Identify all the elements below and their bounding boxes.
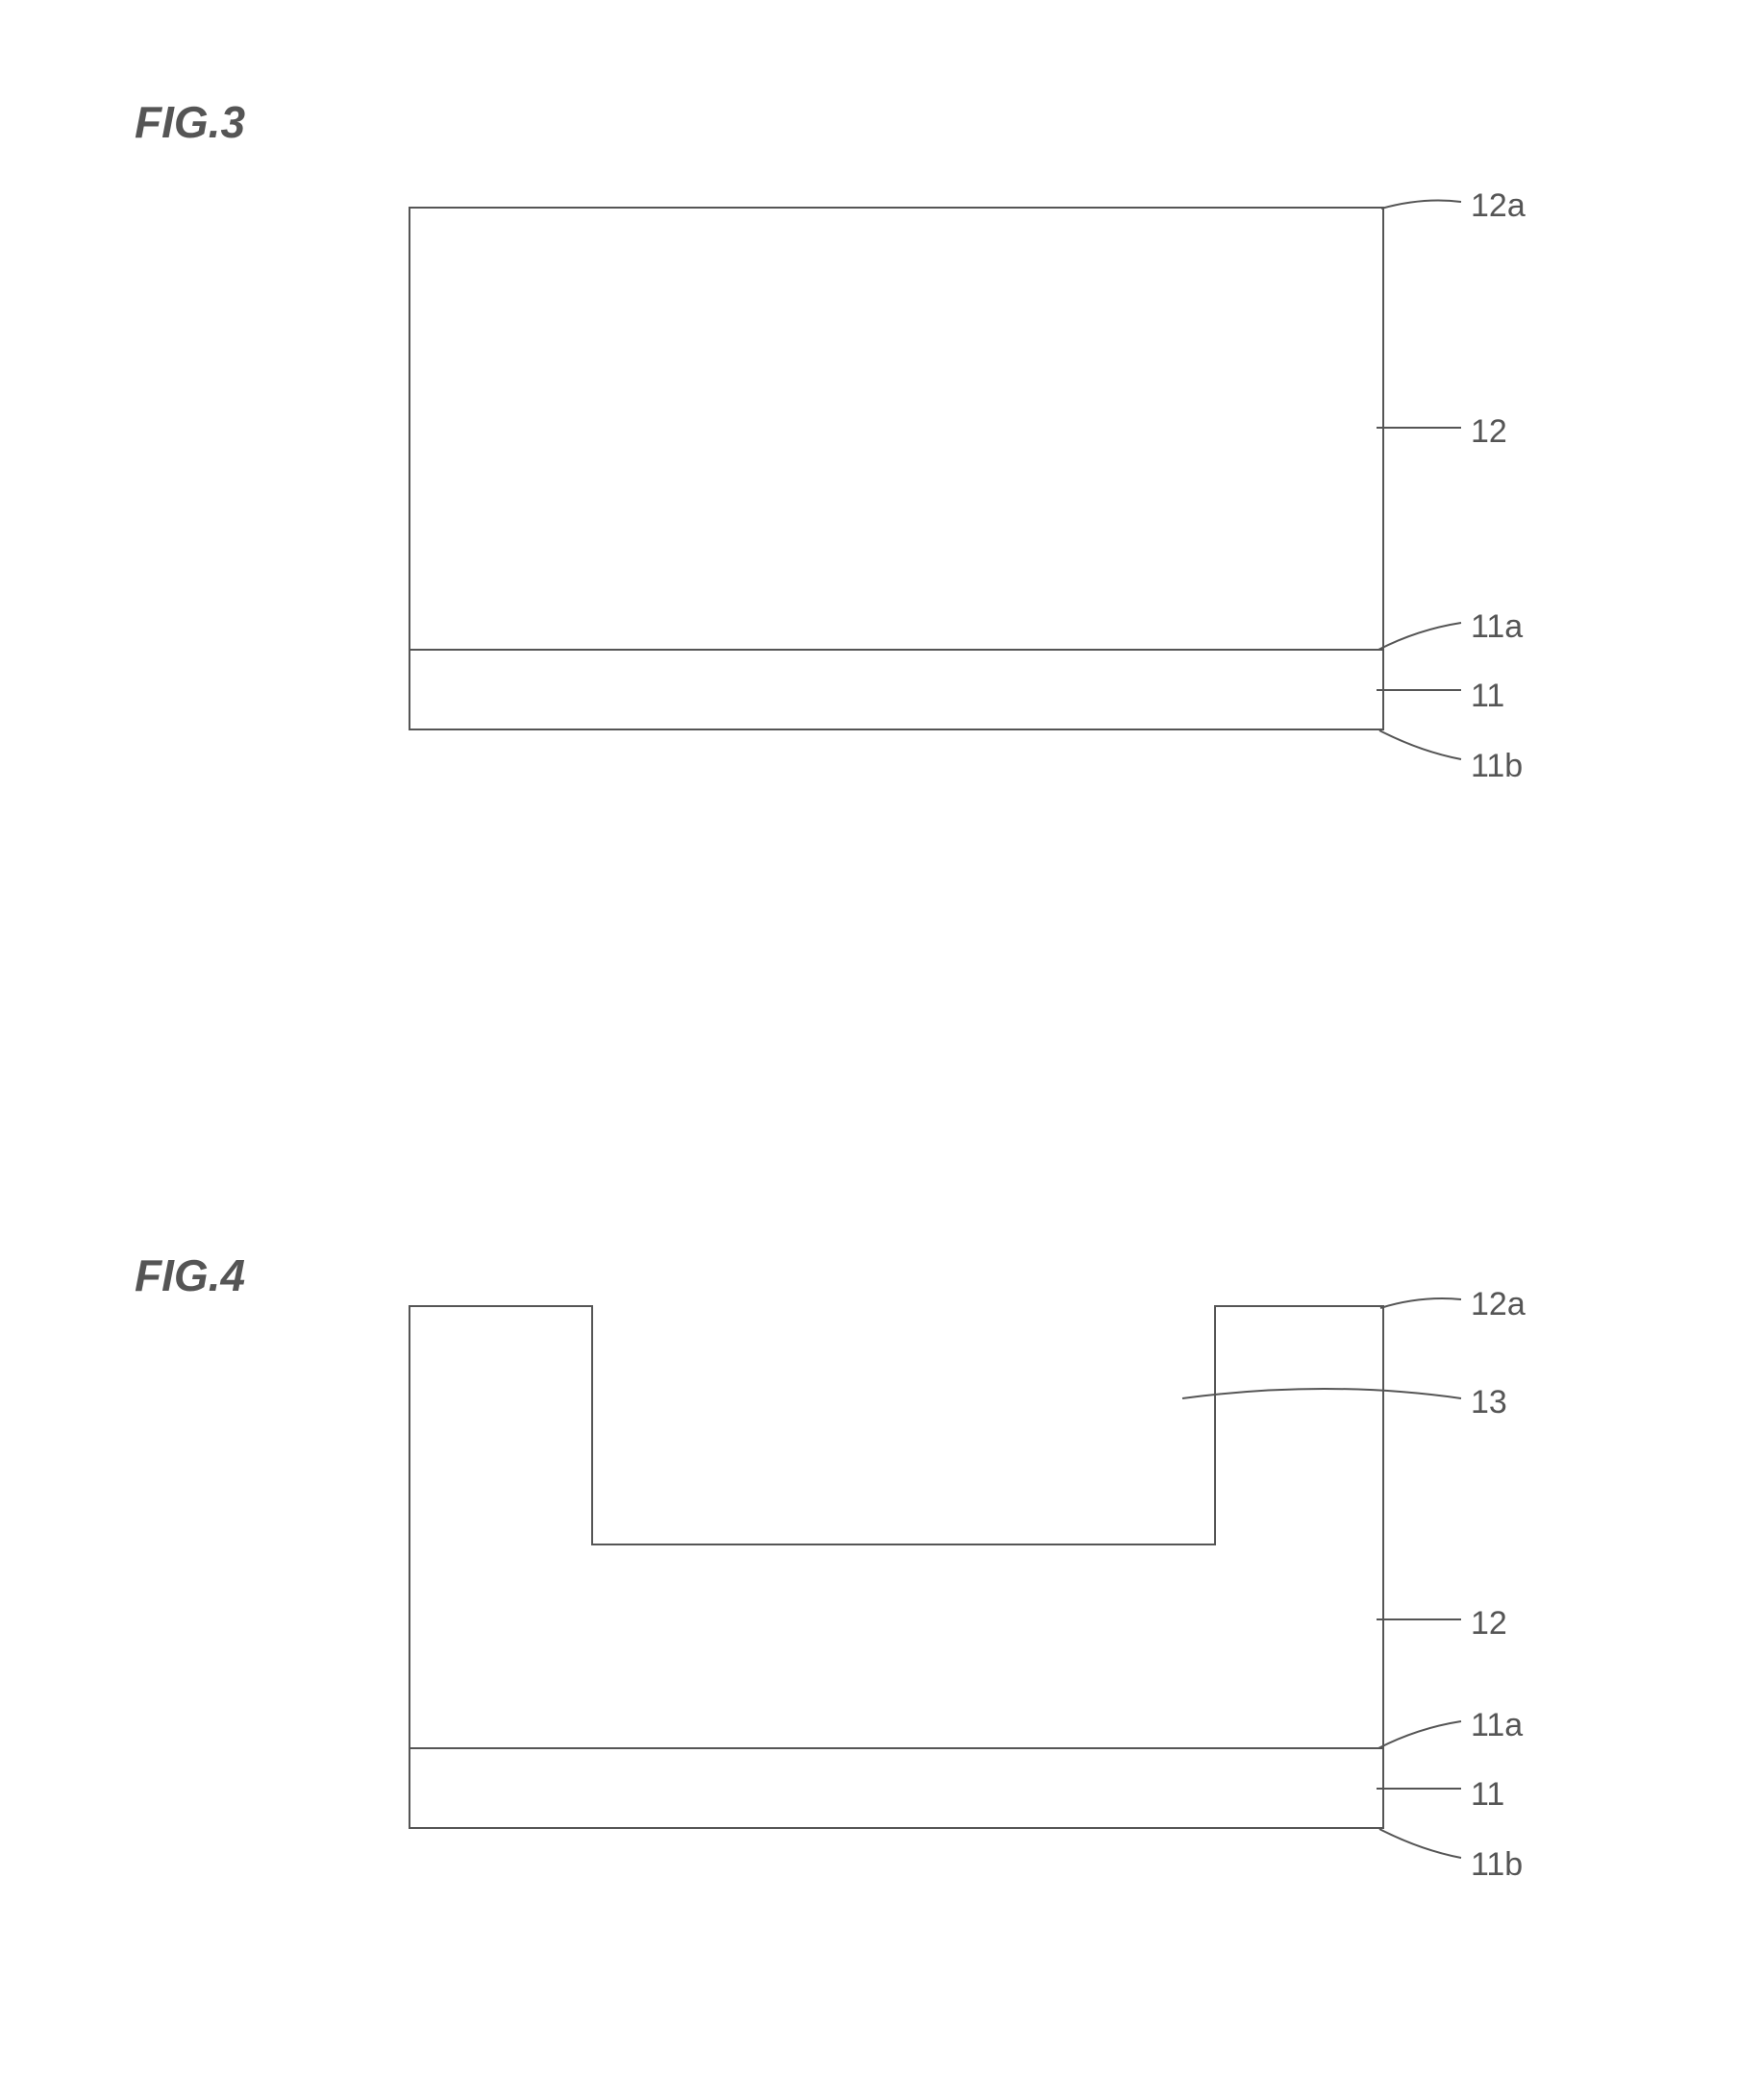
fig4-leader-11b	[0, 0, 1737, 2100]
fig4-callout-11b: 11b	[1471, 1846, 1523, 1884]
